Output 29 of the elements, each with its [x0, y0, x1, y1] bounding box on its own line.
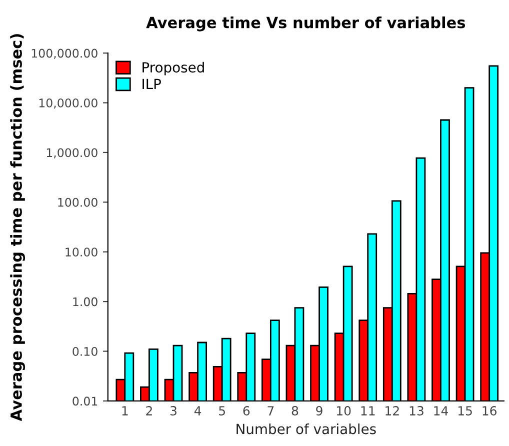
- x-axis-title: Number of variables: [236, 423, 376, 434]
- x-tick-label: 4: [194, 406, 202, 416]
- x-tick-label: 13: [410, 406, 424, 416]
- x-tick-label: 9: [316, 406, 322, 416]
- y-tick-label: 100.00: [58, 198, 98, 207]
- x-tick-label: 6: [243, 406, 250, 416]
- y-tick-label: 0.10: [72, 346, 98, 356]
- x-tick-label: 3: [170, 406, 176, 416]
- legend-label: Proposed: [142, 62, 204, 76]
- y-tick-label: 10.00: [66, 248, 98, 257]
- x-tick-label: 2: [146, 406, 152, 416]
- x-tick-label: 1: [122, 406, 128, 416]
- y-tick-label: 1.00: [73, 297, 98, 306]
- x-tick-label: 8: [292, 406, 298, 416]
- x-tick-label: 11: [361, 406, 375, 416]
- x-tick-label: 12: [386, 406, 399, 416]
- x-tick-label: 5: [219, 406, 225, 416]
- y-tick-label: 10,000.00: [39, 98, 98, 109]
- y-axis-title: Average processing time per function (msec): [10, 34, 26, 422]
- x-tick-label: 7: [268, 406, 274, 416]
- legend-label: ILP: [142, 78, 161, 90]
- chart-title: Average time Vs number of variables: [146, 16, 466, 32]
- x-tick-label: 16: [482, 406, 496, 416]
- x-tick-label: 15: [458, 406, 472, 416]
- x-tick-label: 10: [336, 406, 351, 416]
- y-tick-label: 0.01: [72, 396, 98, 406]
- y-tick-label: 1,000.00: [46, 148, 98, 158]
- y-tick-label: 100,000.00: [32, 48, 98, 59]
- x-tick-label: 14: [434, 406, 448, 416]
